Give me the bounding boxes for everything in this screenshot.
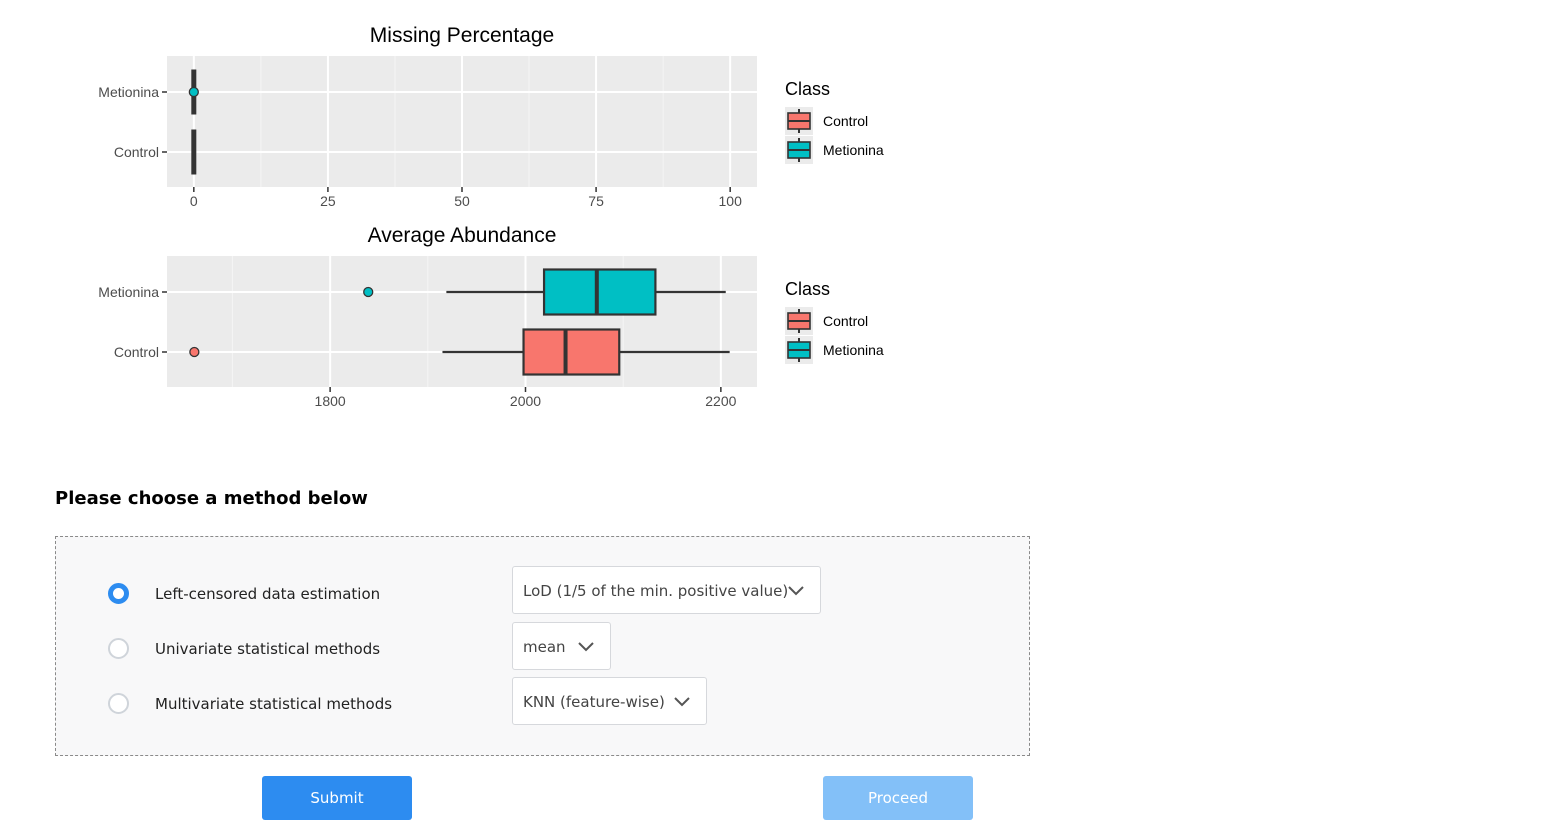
chart-title: Average Abundance xyxy=(368,224,557,247)
legend-label: Control xyxy=(823,113,868,129)
label-left-censored: Left-censored data estimation xyxy=(155,585,381,603)
outlier-point xyxy=(189,346,200,358)
x-tick-label: 25 xyxy=(320,193,336,209)
box xyxy=(522,328,621,376)
proceed-button[interactable]: Proceed xyxy=(823,776,973,820)
legend-title: Class xyxy=(785,79,830,99)
select-univariate[interactable]: mean xyxy=(512,622,611,670)
x-tick-label: 2200 xyxy=(705,393,736,409)
y-tick-label: Control xyxy=(114,144,159,160)
legend-label: Metionina xyxy=(823,342,884,358)
radio-multivariate[interactable] xyxy=(108,693,129,714)
section-heading: Please choose a method below xyxy=(55,488,368,509)
chart-2: Average Abundance Metionina Control 1800 200… xyxy=(98,224,884,409)
charts-area: Missing Percentage Metionina Control 0 25 50 7… xyxy=(98,24,884,409)
y-tick-label: Metionina xyxy=(98,84,159,100)
select-univariate-value: mean xyxy=(523,638,566,656)
chevron-down-icon xyxy=(578,642,594,652)
select-left-censored[interactable]: LoD (1/5 of the min. positive value) xyxy=(512,566,821,614)
chevron-down-icon xyxy=(674,697,690,707)
chevron-down-icon xyxy=(788,586,804,596)
y-tick-label: Metionina xyxy=(98,284,159,300)
select-left-censored-value: LoD (1/5 of the min. positive value) xyxy=(523,582,789,600)
label-multivariate: Multivariate statistical methods xyxy=(155,695,393,713)
method-row-left-censored: Left-censored data estimation xyxy=(108,583,1008,609)
select-multivariate-value: KNN (feature-wise) xyxy=(523,693,665,711)
submit-button[interactable]: Submit xyxy=(262,776,412,820)
label-univariate: Univariate statistical methods xyxy=(155,640,381,658)
legend-label: Metionina xyxy=(823,142,884,158)
y-tick-label: Control xyxy=(114,344,159,360)
outlier-point xyxy=(188,86,199,98)
box xyxy=(542,268,657,316)
x-tick-label: 75 xyxy=(588,193,604,209)
x-tick-label: 50 xyxy=(454,193,470,209)
radio-univariate[interactable] xyxy=(108,638,129,659)
method-row-univariate: Univariate statistical methods xyxy=(108,638,1008,664)
radio-left-censored[interactable] xyxy=(108,583,129,604)
method-panel: Left-censored data estimation LoD (1/5 o… xyxy=(55,536,1030,756)
x-tick-label: 0 xyxy=(190,193,198,209)
plot-panel xyxy=(167,256,757,387)
x-tick-label: 1800 xyxy=(315,393,346,409)
chart-1: Missing Percentage Metionina Control 0 25 50 7… xyxy=(98,24,884,209)
select-multivariate[interactable]: KNN (feature-wise) xyxy=(512,677,707,725)
chart-title: Missing Percentage xyxy=(370,24,554,47)
x-tick-label: 2000 xyxy=(510,393,541,409)
x-tick-label: 100 xyxy=(719,193,743,209)
method-row-multivariate: Multivariate statistical methods xyxy=(108,693,1008,719)
outlier-point xyxy=(363,286,374,298)
legend-title: Class xyxy=(785,279,830,299)
legend-label: Control xyxy=(823,313,868,329)
